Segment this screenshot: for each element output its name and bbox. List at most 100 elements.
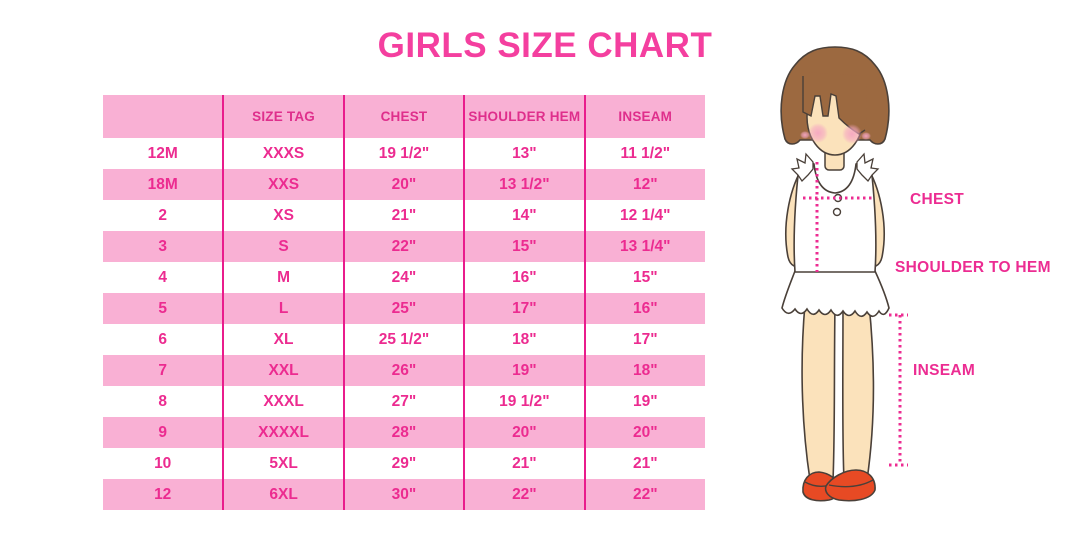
table-cell: 18"	[463, 324, 585, 355]
table-cell: 9	[103, 417, 224, 448]
table-cell: M	[222, 262, 344, 293]
table-row: 4 M 24" 16" 15"	[103, 262, 705, 293]
table-cell: 8	[103, 386, 224, 417]
table-cell: XXS	[222, 169, 344, 200]
girls-size-table: SIZE TAG CHEST SHOULDER HEM INSEAM 12M XX…	[103, 95, 705, 510]
table-cell: 22"	[342, 231, 465, 262]
table-row: 2 XS 21" 14" 12 1/4"	[103, 200, 705, 231]
table-cell: 20"	[583, 417, 705, 448]
table-cell: 20"	[463, 417, 585, 448]
table-cell: 5	[103, 293, 224, 324]
table-cell: 12"	[583, 169, 705, 200]
left-leg-shape	[801, 303, 836, 481]
table-row: 5 L 25" 17" 16"	[103, 293, 705, 324]
table-row: 12M XXXS 19 1/2" 13" 11 1/2"	[103, 138, 705, 169]
table-cell: 20"	[342, 169, 465, 200]
table-cell: L	[222, 293, 344, 324]
table-cell: 22"	[583, 479, 705, 510]
girl-figure-illustration: CHEST SHOULDER TO HEM INSEAM	[755, 42, 1085, 542]
table-row: 18M XXS 20" 13 1/2" 12"	[103, 169, 705, 200]
column-header-shoulder-hem: SHOULDER HEM	[463, 95, 585, 138]
table-cell: XXXS	[222, 138, 344, 169]
right-shoe-strap	[828, 479, 874, 488]
chest-label: CHEST	[910, 191, 964, 208]
page-title: GIRLS SIZE CHART	[377, 26, 713, 65]
table-cell: 12M	[103, 138, 224, 169]
table-row: 10 5XL 29" 21" 21"	[103, 448, 705, 479]
table-cell: 21"	[342, 200, 465, 231]
column-header-size-tag: SIZE TAG	[222, 95, 344, 138]
table-cell: 13 1/4"	[583, 231, 705, 262]
table-row: 6 XL 25 1/2" 18" 17"	[103, 324, 705, 355]
right-cheek-smudge	[861, 132, 871, 140]
table-cell: 19 1/2"	[463, 386, 585, 417]
table-cell: XL	[222, 324, 344, 355]
column-header-inseam: INSEAM	[583, 95, 705, 138]
header-row: SIZE TAG CHEST SHOULDER HEM INSEAM	[103, 95, 705, 138]
table-cell: 21"	[463, 448, 585, 479]
size-table-header: SIZE TAG CHEST SHOULDER HEM INSEAM	[103, 95, 705, 138]
table-cell: 11 1/2"	[583, 138, 705, 169]
inseam-label: INSEAM	[913, 362, 975, 379]
table-row: 3 S 22" 15" 13 1/4"	[103, 231, 705, 262]
right-cheek-blush	[842, 124, 862, 144]
table-cell: 30"	[342, 479, 465, 510]
table-cell: 18"	[583, 355, 705, 386]
table-cell: 7	[103, 355, 224, 386]
table-cell: 16"	[463, 262, 585, 293]
table-cell: S	[222, 231, 344, 262]
table-cell: 19"	[583, 386, 705, 417]
table-cell: XXXXL	[222, 417, 344, 448]
table-row: 12 6XL 30" 22" 22"	[103, 479, 705, 510]
table-cell: 16"	[583, 293, 705, 324]
size-table-body: 12M XXXS 19 1/2" 13" 11 1/2" 18M XXS 20" 13 1/2"…	[103, 138, 705, 510]
table-cell: 17"	[463, 293, 585, 324]
table-cell: 13"	[463, 138, 585, 169]
right-leg-shape	[841, 303, 875, 481]
table-cell: 3	[103, 231, 224, 262]
left-cheek-blush	[808, 123, 828, 143]
table-cell: 29"	[342, 448, 465, 479]
table-cell: 17"	[583, 324, 705, 355]
table-cell: 25"	[342, 293, 465, 324]
table-cell: 27"	[342, 386, 465, 417]
table-cell: 12 1/4"	[583, 200, 705, 231]
table-cell: 28"	[342, 417, 465, 448]
table-cell: 6XL	[222, 479, 344, 510]
bangs-shape	[803, 72, 867, 134]
table-row: 9 XXXXL 28" 20" 20"	[103, 417, 705, 448]
table-cell: 13 1/2"	[463, 169, 585, 200]
table-cell: 15"	[463, 231, 585, 262]
table-cell: 15"	[583, 262, 705, 293]
right-shoulder-ruffle	[856, 152, 880, 183]
table-cell: XXL	[222, 355, 344, 386]
table-cell: 6	[103, 324, 224, 355]
table-cell: 19 1/2"	[342, 138, 465, 169]
table-row: 8 XXXL 27" 19 1/2" 19"	[103, 386, 705, 417]
table-cell: 21"	[583, 448, 705, 479]
left-cheek-smudge	[800, 131, 810, 139]
table-row: 7 XXL 26" 19" 18"	[103, 355, 705, 386]
table-cell: 25 1/2"	[342, 324, 465, 355]
table-cell: 26"	[342, 355, 465, 386]
column-header-chest: CHEST	[342, 95, 465, 138]
table-cell: 19"	[463, 355, 585, 386]
shoulder-to-hem-label: SHOULDER TO HEM	[895, 259, 1051, 276]
table-cell: 14"	[463, 200, 585, 231]
table-cell: 24"	[342, 262, 465, 293]
skirt-shape	[781, 270, 890, 318]
table-cell: 12	[103, 479, 224, 510]
top-button-2	[832, 207, 842, 217]
right-shoe-shape	[824, 469, 876, 502]
left-shoulder-ruffle	[790, 152, 814, 183]
table-cell: XS	[222, 200, 344, 231]
table-cell: 5XL	[222, 448, 344, 479]
table-cell: 18M	[103, 169, 224, 200]
table-cell: 2	[103, 200, 224, 231]
table-cell: 10	[103, 448, 224, 479]
column-header-blank	[103, 95, 224, 138]
table-cell: 22"	[463, 479, 585, 510]
top-bodice-shape	[793, 161, 877, 273]
table-cell: XXXL	[222, 386, 344, 417]
